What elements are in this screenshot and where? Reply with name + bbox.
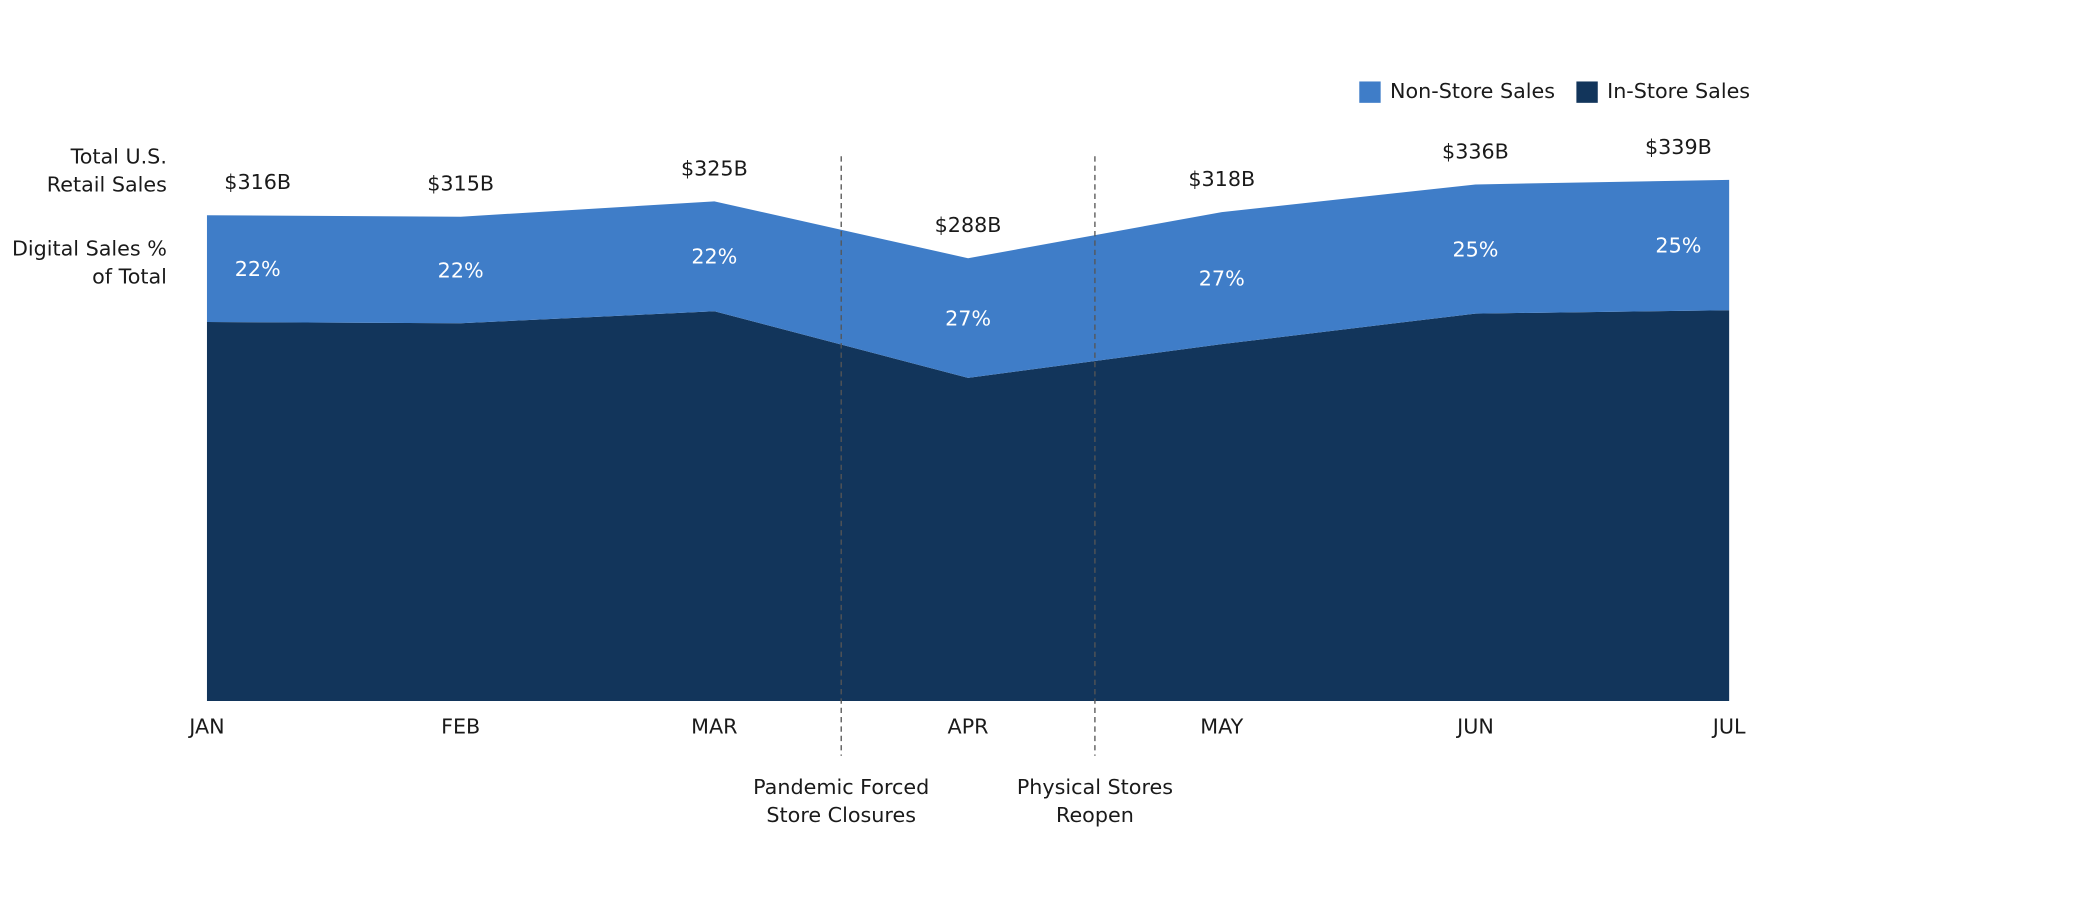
- share-label: 22%: [438, 258, 484, 282]
- legend-swatch: [1359, 81, 1381, 103]
- total-label: $339B: [1645, 135, 1712, 159]
- legend-label: Non-Store Sales: [1390, 79, 1555, 103]
- total-label: $336B: [1442, 139, 1509, 163]
- share-axis-label: Digital Sales % of Total: [12, 237, 167, 289]
- x-tick-label: JAN: [187, 715, 224, 739]
- share-label: 27%: [1199, 266, 1245, 290]
- total-label: $288B: [935, 213, 1002, 237]
- share-label: 22%: [235, 257, 281, 281]
- x-tick-label: MAY: [1200, 715, 1243, 739]
- total-label: $315B: [427, 172, 494, 196]
- share-label: 25%: [1452, 237, 1498, 261]
- annotation: Physical Stores Reopen: [1017, 775, 1173, 827]
- total-label: $316B: [224, 170, 291, 194]
- area: [206, 179, 1730, 378]
- x-tick-label: APR: [948, 715, 989, 739]
- x-tick-label: MAR: [691, 715, 737, 739]
- totals-axis-label: Total U.S. Retail Sales: [47, 145, 167, 197]
- share-label: 25%: [1655, 233, 1701, 257]
- annotation: Pandemic Forced Store Closures: [753, 775, 929, 827]
- x-tick-label: JUL: [1711, 715, 1746, 739]
- share-label: 22%: [691, 245, 737, 269]
- x-tick-label: FEB: [441, 715, 480, 739]
- legend-swatch: [1576, 81, 1598, 103]
- share-label: 27%: [945, 306, 991, 330]
- legend-label: In-Store Sales: [1607, 79, 1750, 103]
- area: [206, 310, 1730, 702]
- total-label: $325B: [681, 156, 748, 180]
- x-tick-label: JUN: [1455, 715, 1494, 739]
- total-label: $318B: [1188, 167, 1255, 191]
